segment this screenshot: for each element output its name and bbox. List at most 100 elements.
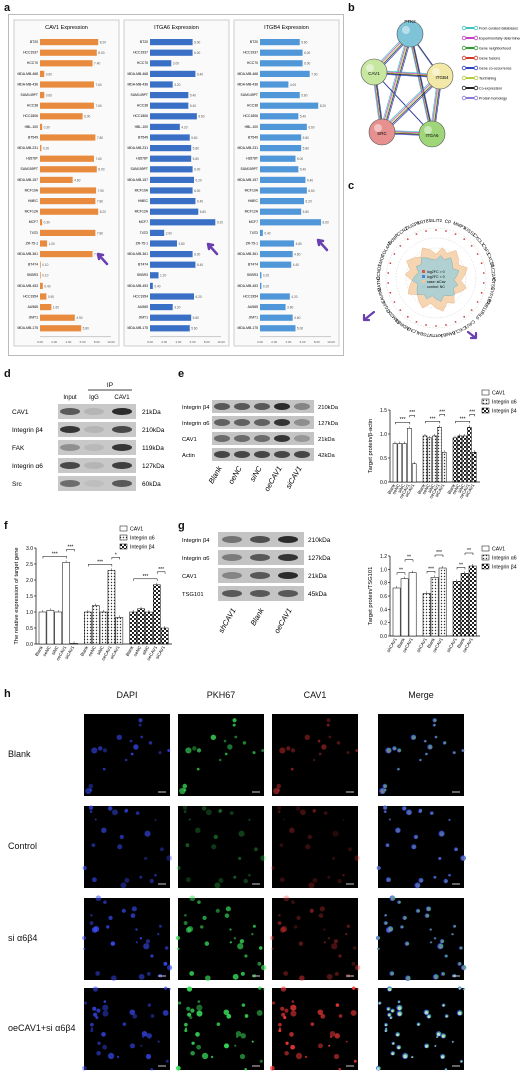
row-label: MDA-MB-361 (127, 252, 148, 256)
expr-bar (150, 282, 153, 289)
cell (299, 975, 305, 981)
x-tick-label: oeNC (42, 645, 52, 657)
cell (233, 875, 237, 879)
cell (387, 1013, 391, 1017)
expr-value: 4.20 (181, 125, 187, 129)
network-edge (382, 34, 412, 133)
expr-value: 6.00 (194, 189, 200, 193)
lane-label: Input (63, 395, 77, 401)
cell (434, 876, 437, 879)
cell (235, 1035, 239, 1038)
band-core (60, 426, 80, 433)
network-edge (408, 33, 432, 134)
protein-label: Integrin β4 (182, 538, 210, 544)
row-label: HCC1806 (133, 114, 148, 118)
row-label: AU565 (138, 305, 148, 309)
cell (135, 811, 140, 815)
cell (187, 1012, 192, 1017)
cell (461, 856, 465, 861)
bar (468, 565, 477, 637)
row-label: MCF7 (139, 220, 148, 224)
cell (436, 1036, 438, 1038)
legend-dot (461, 85, 467, 91)
network-edge (407, 32, 431, 133)
size-label: 127kDa (308, 555, 331, 562)
cell (406, 976, 410, 981)
cell (150, 1068, 153, 1071)
cell (385, 843, 390, 848)
cell (398, 900, 401, 904)
cell (290, 1004, 297, 1011)
row-label: SKBR3 (247, 273, 258, 277)
row-label: BT474 (138, 263, 148, 267)
chart-a-title-0: CAV1 Expression (45, 25, 88, 31)
cell (213, 834, 218, 840)
band-core (278, 536, 298, 543)
x-tick-label: Blank (386, 482, 396, 495)
cell (438, 830, 445, 837)
row-label: SUM159PT (130, 167, 148, 171)
cell (414, 835, 419, 839)
cell (377, 867, 380, 870)
cell (398, 1001, 400, 1003)
protein-label: Integrin α6 (182, 556, 210, 562)
x-tick-label: oeNC (391, 483, 401, 495)
blot-band (60, 444, 80, 451)
cell (252, 924, 256, 928)
blot-band (254, 451, 270, 458)
cell (238, 856, 242, 861)
cell (234, 735, 238, 739)
expr-value: 7.90 (98, 189, 104, 193)
expr-value: 6.00 (194, 168, 200, 172)
row-label: ZR-75-1 (136, 241, 149, 245)
cell (116, 1055, 120, 1059)
expr-bar (150, 219, 216, 226)
x-tick: 0.00 (147, 340, 153, 344)
row-label: Hs578T (136, 157, 148, 161)
cell (387, 987, 392, 992)
sig-star: *** (97, 559, 103, 565)
cell (438, 944, 443, 949)
cell (384, 921, 388, 925)
cell (458, 963, 461, 966)
sig-star: * (115, 552, 117, 558)
gene-label: KISS1 (463, 226, 477, 238)
x-tick-label: Blank (426, 636, 436, 649)
expr-bar (260, 325, 296, 332)
cell (424, 1044, 428, 1048)
cell (433, 723, 436, 727)
cell (383, 784, 388, 788)
cell (460, 855, 466, 861)
cell (93, 1012, 98, 1017)
row-label: MCF12A (25, 210, 39, 214)
expr-bar (40, 282, 43, 289)
y-tick-label: 0.6 (380, 594, 387, 600)
cell (342, 818, 345, 821)
cell (276, 805, 282, 810)
gene-label: DUSP1 (405, 220, 421, 231)
microscopy-tiles (81, 714, 467, 1071)
cell (277, 921, 282, 925)
cell (392, 746, 397, 751)
cell (463, 989, 465, 991)
expr-value: 6.80 (200, 210, 206, 214)
row-label: AU565 (28, 305, 38, 309)
cell (459, 946, 463, 950)
cell (424, 1011, 428, 1015)
bar (62, 562, 70, 645)
cell (388, 818, 391, 821)
size-label: 42kDa (318, 453, 336, 459)
row-label: MCF7 (29, 220, 38, 224)
row-label: BT549 (138, 135, 148, 139)
cell (278, 1029, 282, 1033)
cell (211, 844, 217, 850)
cell (289, 827, 295, 834)
expr-bar (150, 123, 180, 130)
cell (397, 749, 401, 753)
expr-value: 8.00 (98, 51, 104, 55)
cell (453, 925, 456, 928)
bar (54, 611, 63, 645)
cell (233, 937, 237, 940)
expr-bar (40, 198, 96, 205)
band-core (234, 419, 250, 426)
